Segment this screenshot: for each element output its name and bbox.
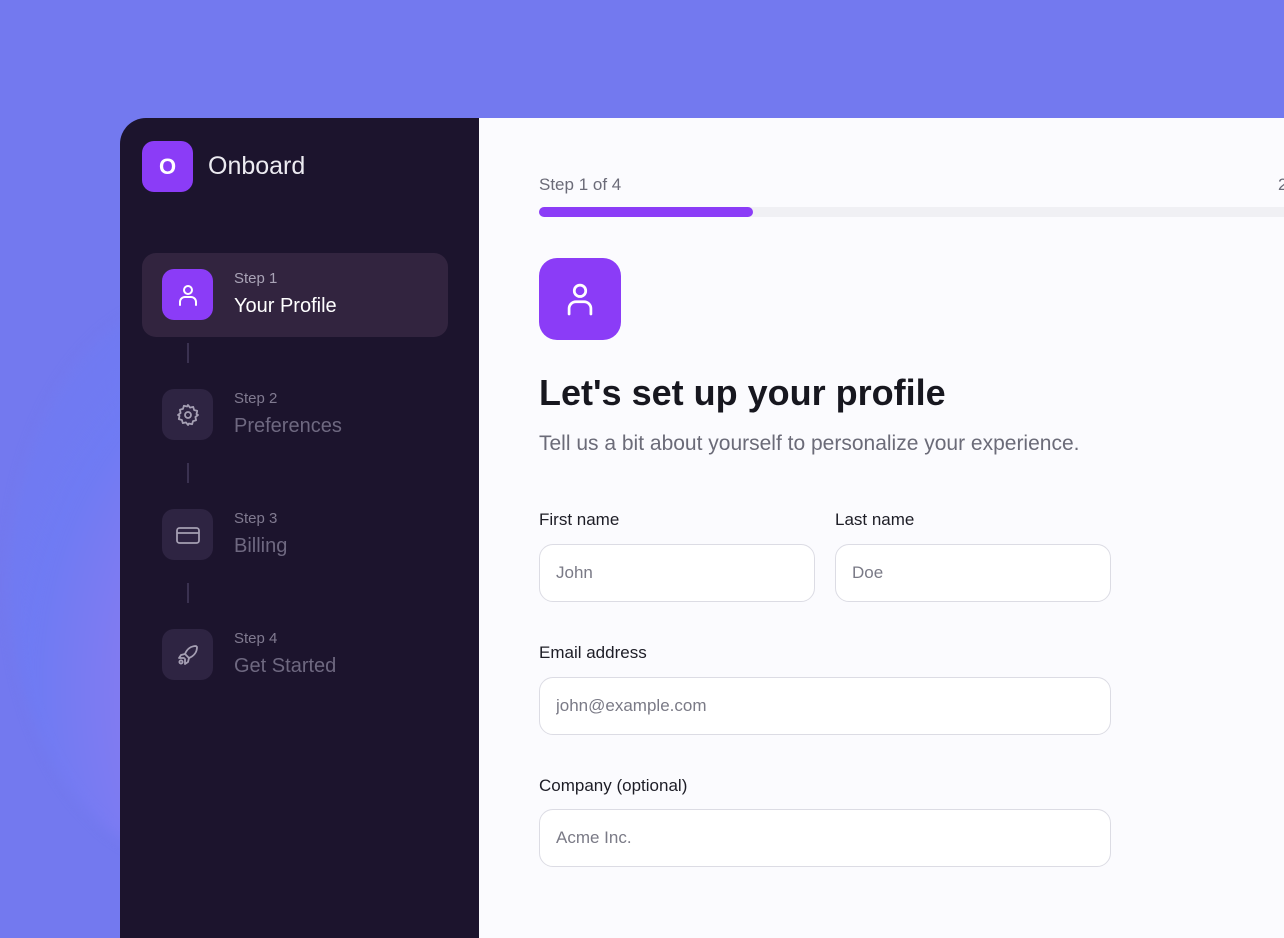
step-number: Step 3: [234, 510, 278, 527]
user-icon: [162, 269, 213, 320]
step-number: Step 2: [234, 390, 278, 407]
onboarding-window: O Onboard Step 1 Your Profile Step 2 Pre…: [120, 118, 1284, 938]
page-subtitle: Tell us a bit about yourself to personal…: [539, 432, 1080, 455]
page-title: Let's set up your profile: [539, 372, 946, 413]
progress-fill: [539, 207, 753, 217]
step-number: Step 1: [234, 270, 278, 287]
email-input[interactable]: [539, 677, 1111, 735]
progress-label: Step 1 of 4: [539, 175, 622, 194]
first-name-label: First name: [539, 510, 620, 529]
company-input[interactable]: [539, 809, 1111, 867]
credit-card-icon: [162, 509, 213, 560]
step-connector: [187, 463, 189, 483]
sidebar-step-preferences[interactable]: Step 2 Preferences: [142, 373, 448, 457]
first-name-input[interactable]: [539, 544, 815, 602]
last-name-input[interactable]: [835, 544, 1111, 602]
app-name: Onboard: [208, 152, 306, 180]
email-label: Email address: [539, 643, 647, 662]
progress-bar: [539, 207, 1284, 217]
progress-percent: 2: [1278, 175, 1284, 194]
step-name: Preferences: [234, 415, 342, 437]
step-name: Get Started: [234, 655, 337, 677]
rocket-icon: [162, 629, 213, 680]
sidebar: O Onboard Step 1 Your Profile Step 2 Pre…: [120, 118, 479, 938]
step-name: Billing: [234, 535, 288, 557]
sidebar-step-get-started[interactable]: Step 4 Get Started: [142, 613, 448, 697]
sidebar-step-billing[interactable]: Step 3 Billing: [142, 493, 448, 577]
step-number: Step 4: [234, 630, 278, 647]
gear-icon: [162, 389, 213, 440]
step-connector: [187, 583, 189, 603]
step-connector: [187, 343, 189, 363]
sidebar-step-your-profile[interactable]: Step 1 Your Profile: [142, 253, 448, 337]
last-name-label: Last name: [835, 510, 915, 529]
main-panel: Step 1 of 4 2 Let's set up your profile …: [479, 118, 1284, 938]
user-icon: [539, 258, 621, 340]
step-name: Your Profile: [234, 295, 337, 317]
company-label: Company (optional): [539, 776, 688, 795]
app-logo: O: [142, 141, 193, 192]
